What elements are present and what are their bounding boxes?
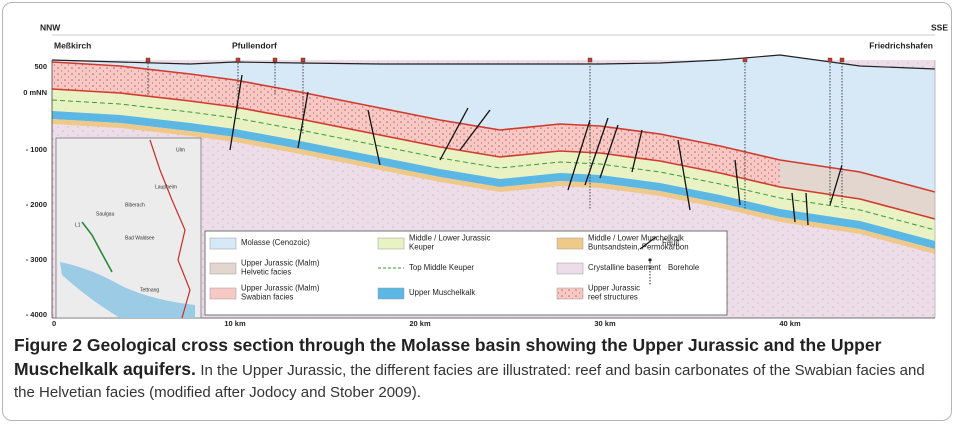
place-label: Friedrichshafen: [869, 40, 933, 50]
borehole-head: [300, 57, 306, 63]
legend-label: Swabian facies: [241, 293, 294, 302]
legend-swatch: [209, 237, 237, 250]
figure-frame: [2, 2, 952, 421]
depth-label: - 2000: [26, 200, 47, 209]
fault: [459, 109, 491, 151]
direction-left: NNW: [40, 22, 61, 32]
cross-section: 500 0 mNN - 1000 - 2000 - 3000 - 4000 0 10 km 20…: [23, 22, 948, 328]
keuper: [52, 89, 935, 241]
molasse: [52, 55, 935, 192]
depth-label: - 1000: [26, 145, 47, 154]
legend-label: Keuper: [409, 243, 435, 252]
legend-label: Buntsandstein, Permokarbon: [588, 243, 689, 252]
map-label: Tettnang: [140, 287, 159, 293]
depth-label: 0 mNN: [23, 88, 47, 97]
legend-label: Crystalline basement: [588, 263, 662, 272]
distance-label: 0: [52, 319, 56, 328]
base-jurassic-line: [51, 88, 936, 220]
fault: [229, 74, 243, 151]
distance-label: 30 km: [594, 319, 616, 328]
legend-label: Middle / Lower Muschelkalk: [588, 234, 684, 243]
legend-label: Upper Jurassic: [588, 284, 640, 293]
fault: [791, 192, 796, 223]
legend-swatch: [377, 287, 405, 300]
fault: [734, 159, 741, 206]
distance-label: 10 km: [224, 319, 246, 328]
map-label: Saulgau: [96, 211, 115, 217]
map-label: Biberach: [125, 202, 145, 208]
fault: [805, 192, 809, 226]
surface: [51, 54, 936, 70]
fault: [584, 117, 609, 186]
legend-label: Fault: [662, 238, 680, 247]
legend-swatch: [557, 288, 583, 299]
reef-dots: [52, 62, 935, 219]
borehole-head: [742, 57, 748, 63]
map-label: Laupheim: [155, 184, 177, 190]
place-label: Pfullendorf: [232, 40, 277, 50]
legend-label: Top Middle Keuper: [409, 263, 474, 272]
section-line: [81, 221, 113, 273]
borehole-head: [839, 57, 845, 63]
depth-label: - 3000: [26, 255, 47, 264]
caption: Figure 2 Geological cross section throug…: [14, 334, 944, 404]
lake: [60, 262, 195, 318]
place-label: Meßkirch: [54, 40, 91, 50]
legend-swatch: [556, 237, 584, 250]
fault: [631, 129, 643, 173]
legend-label: Helvetic facies: [241, 268, 291, 277]
fault: [567, 119, 591, 191]
borehole-head: [272, 57, 278, 63]
legend-label: Upper Jurassic (Malm): [241, 259, 320, 268]
legend-swatch: [556, 262, 584, 275]
depth-label: 500: [34, 62, 47, 71]
borehole-head: [587, 57, 593, 63]
legend-label: Upper Jurassic (Malm): [241, 284, 320, 293]
legend-swatch: [377, 237, 405, 250]
caption-text: In the Upper Jurassic, the different fac…: [14, 362, 925, 401]
upper-muschelkalk: [52, 111, 935, 249]
borehole-head: [145, 57, 151, 63]
distance-label: 40 km: [779, 319, 801, 328]
top-middle-keuper: [51, 99, 936, 231]
depth-label: - 4000: [26, 310, 47, 319]
legend-label: Middle / Lower Jurassic: [409, 234, 491, 243]
legend-swatch: [648, 258, 652, 262]
borehole-head: [827, 57, 833, 63]
map-label: Bad Waldsee: [125, 235, 155, 241]
legend-label: Borehole: [668, 263, 699, 272]
borehole-head: [235, 57, 241, 63]
border: [149, 139, 191, 319]
fault: [829, 164, 843, 206]
direction-right: SSE: [931, 22, 948, 32]
fault: [677, 139, 691, 211]
legend-swatch: [209, 287, 237, 300]
legend-box: [204, 230, 728, 316]
helvetic-facies: [780, 160, 935, 219]
map-label: L1: [75, 222, 81, 228]
top-jurassic-line: [51, 61, 936, 193]
fault: [439, 107, 469, 161]
legend-label: Molasse (Cenozoic): [241, 238, 310, 247]
labels: 500 0 mNN - 1000 - 2000 - 3000 - 4000 0 10 km 20…: [23, 22, 948, 328]
map-label: Ulm: [176, 147, 185, 153]
distance-label: 20 km: [409, 319, 431, 328]
legend-label: reef structures: [588, 293, 638, 302]
legend-swatch: [209, 262, 237, 275]
lower-muschelkalk: [52, 119, 935, 254]
fault: [367, 109, 381, 166]
legend-swatch: [639, 236, 657, 250]
caption-title: Figure 2 Geological cross section throug…: [14, 335, 882, 379]
fault: [599, 124, 619, 179]
legend-label: Upper Muschelkalk: [409, 288, 475, 297]
